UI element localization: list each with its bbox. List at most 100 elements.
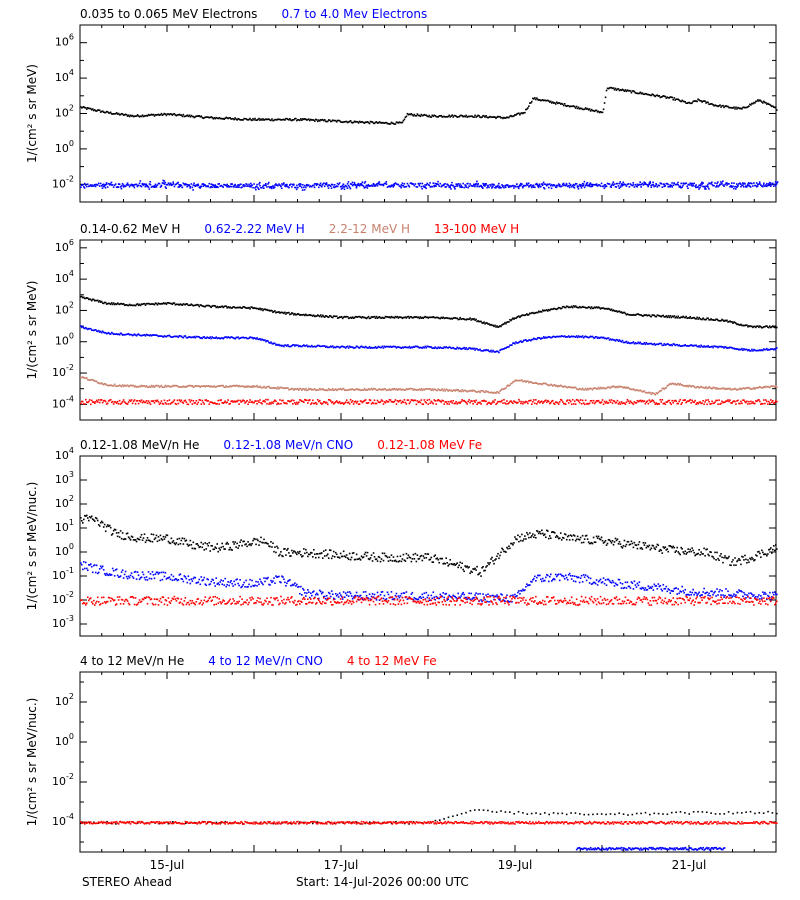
data-point (456, 402, 458, 405)
data-point (767, 184, 769, 187)
data-point (486, 116, 488, 119)
data-point (94, 516, 97, 519)
data-point (246, 307, 248, 309)
data-point (543, 382, 545, 385)
data-point (376, 317, 379, 320)
data-point (560, 399, 563, 402)
data-point (82, 105, 85, 108)
data-point (546, 399, 549, 402)
data-point (770, 326, 772, 329)
data-point (607, 386, 610, 388)
data-point (758, 399, 760, 401)
data-point (521, 400, 523, 403)
data-point (739, 107, 741, 110)
data-point (324, 315, 327, 317)
data-point (217, 186, 219, 189)
data-point (216, 402, 219, 405)
data-point (768, 400, 770, 403)
data-point (230, 183, 232, 185)
data-point (707, 101, 709, 104)
data-point (83, 182, 86, 185)
data-point (362, 185, 365, 188)
data-point (570, 185, 573, 188)
data-point (582, 183, 585, 185)
data-point (667, 400, 670, 402)
data-point (405, 115, 408, 118)
data-point (161, 114, 164, 117)
series-2 (80, 325, 778, 354)
data-point (132, 115, 135, 118)
data-point (137, 115, 140, 117)
data-point (605, 400, 608, 403)
data-point (617, 403, 620, 405)
data-point (647, 185, 649, 188)
data-point (168, 542, 171, 544)
data-point (757, 325, 759, 327)
data-point (690, 102, 692, 105)
data-point (559, 185, 562, 188)
data-point (322, 315, 325, 318)
data-point (331, 387, 334, 390)
data-point (183, 115, 186, 118)
data-point (190, 114, 193, 117)
data-point (126, 304, 129, 307)
data-point (652, 392, 655, 395)
data-point (85, 377, 88, 379)
data-point (492, 400, 494, 403)
data-point (157, 335, 160, 338)
data-point (309, 119, 311, 122)
data-point (124, 185, 127, 188)
data-point (150, 113, 153, 116)
data-point (443, 115, 446, 118)
data-point (410, 387, 413, 390)
data-point (409, 387, 412, 390)
data-point (700, 402, 702, 405)
data-point (457, 347, 459, 350)
data-point (320, 345, 323, 348)
data-point (668, 97, 671, 99)
data-point (564, 385, 567, 388)
data-point (119, 530, 122, 532)
data-point (213, 385, 216, 387)
data-point (163, 112, 166, 115)
data-point (258, 183, 260, 185)
data-point (123, 538, 126, 540)
data-point (469, 115, 471, 118)
data-point (446, 346, 449, 349)
data-point (525, 184, 527, 187)
data-point (704, 186, 706, 188)
data-point (437, 116, 440, 118)
data-point (519, 316, 521, 319)
data-point (89, 379, 92, 381)
data-point (698, 99, 700, 101)
data-point (596, 306, 599, 309)
data-point (670, 403, 673, 406)
data-point (551, 399, 554, 402)
data-point (254, 186, 256, 189)
data-point (747, 183, 749, 186)
data-point (344, 347, 347, 349)
data-point (627, 400, 630, 403)
data-point (321, 183, 324, 186)
data-point (207, 385, 210, 387)
data-point (761, 387, 763, 389)
data-point (630, 314, 633, 316)
data-point (116, 400, 119, 403)
data-point (540, 310, 542, 313)
data-point (118, 333, 121, 336)
data-point (434, 182, 437, 185)
data-point (566, 336, 569, 338)
data-point (246, 337, 248, 340)
data-point (722, 387, 724, 389)
data-point (125, 333, 128, 336)
data-point (572, 305, 575, 307)
data-point (595, 388, 598, 390)
data-point (216, 305, 219, 308)
data-point (542, 99, 544, 101)
data-point (664, 403, 667, 405)
data-point (101, 110, 104, 112)
data-point (769, 348, 771, 351)
data-point (676, 383, 679, 386)
data-point (243, 385, 245, 388)
data-point (149, 180, 152, 183)
